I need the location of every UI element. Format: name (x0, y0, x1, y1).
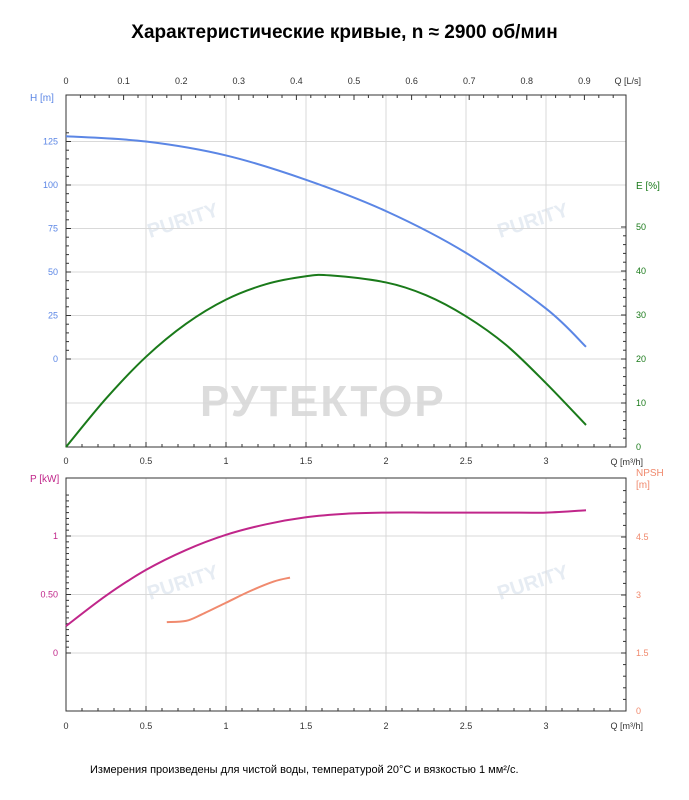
y-right-tick-label: 30 (636, 310, 646, 320)
y-tick-label: 100 (43, 180, 58, 190)
y-right-tick-label: 0 (636, 706, 641, 716)
x-top-tick-label: 0.3 (233, 76, 246, 86)
y-right-axis-label: NPSH (636, 468, 664, 479)
x-tick-label: 1 (223, 456, 228, 466)
x-axis-label: Q [m³/h] (610, 457, 643, 467)
x-tick-label: 0 (63, 456, 68, 466)
x-tick-label: 0 (63, 721, 68, 731)
head-curve (65, 135, 587, 348)
x-tick-label: 3 (543, 456, 548, 466)
watermark-purity: PURITY (145, 561, 222, 605)
power-curve (65, 509, 587, 627)
x-top-tick-label: 0.9 (578, 76, 591, 86)
x-top-tick-label: 0.2 (175, 76, 188, 86)
y-right-tick-label: 20 (636, 354, 646, 364)
chart-title: Характеристические кривые, n ≈ 2900 об/м… (131, 22, 558, 43)
x-tick-label: 2.5 (460, 721, 473, 731)
x-tick-label: 2.5 (460, 456, 473, 466)
x-top-tick-label: 0 (63, 76, 68, 86)
x-tick-label: 1.5 (300, 721, 313, 731)
x-top-tick-label: 0.5 (348, 76, 361, 86)
x-tick-label: 0.5 (140, 456, 153, 466)
watermark-rutektor: РУТЕКТОР (200, 377, 446, 426)
watermark-purity: PURITY (145, 199, 222, 243)
y-right-tick-label: 3 (636, 590, 641, 600)
y-tick-label: 1 (53, 531, 58, 541)
x-tick-label: 2 (383, 721, 388, 731)
x-tick-label: 3 (543, 721, 548, 731)
x-top-axis-label: Q [L/s] (614, 76, 641, 86)
y-right-tick-label: 1.5 (636, 648, 649, 658)
y-right-axis-label: [m] (636, 480, 650, 491)
x-top-tick-label: 0.7 (463, 76, 476, 86)
y-axis-label: H [m] (30, 93, 54, 104)
y-tick-label: 0 (53, 648, 58, 658)
y-right-axis-label: E [%] (636, 181, 660, 192)
x-tick-label: 1.5 (300, 456, 313, 466)
y-tick-label: 75 (48, 224, 58, 234)
y-right-tick-label: 4.5 (636, 532, 649, 542)
x-axis-label: Q [m³/h] (610, 721, 643, 731)
y-tick-label: 50 (48, 267, 58, 277)
efficiency-curve (65, 273, 587, 448)
watermark-purity: PURITY (495, 199, 572, 243)
npsh-curve (166, 576, 291, 624)
y-right-tick-label: 10 (636, 398, 646, 408)
y-tick-label: 0 (53, 354, 58, 364)
x-tick-label: 1 (223, 721, 228, 731)
y-axis-label: P [kW] (30, 474, 59, 485)
x-top-tick-label: 0.1 (117, 76, 130, 86)
x-tick-label: 0.5 (140, 721, 153, 731)
watermark-purity: PURITY (495, 561, 572, 605)
measurement-note: Измерения произведены для чистой воды, т… (90, 764, 519, 776)
y-right-tick-label: 50 (636, 222, 646, 232)
y-right-tick-label: 40 (636, 266, 646, 276)
x-top-tick-label: 0.8 (521, 76, 534, 86)
x-tick-label: 2 (383, 456, 388, 466)
x-top-tick-label: 0.6 (405, 76, 418, 86)
y-tick-label: 25 (48, 311, 58, 321)
y-tick-label: 125 (43, 137, 58, 147)
x-top-tick-label: 0.4 (290, 76, 303, 86)
y-right-tick-label: 0 (636, 442, 641, 452)
y-tick-label: 0.50 (40, 590, 58, 600)
